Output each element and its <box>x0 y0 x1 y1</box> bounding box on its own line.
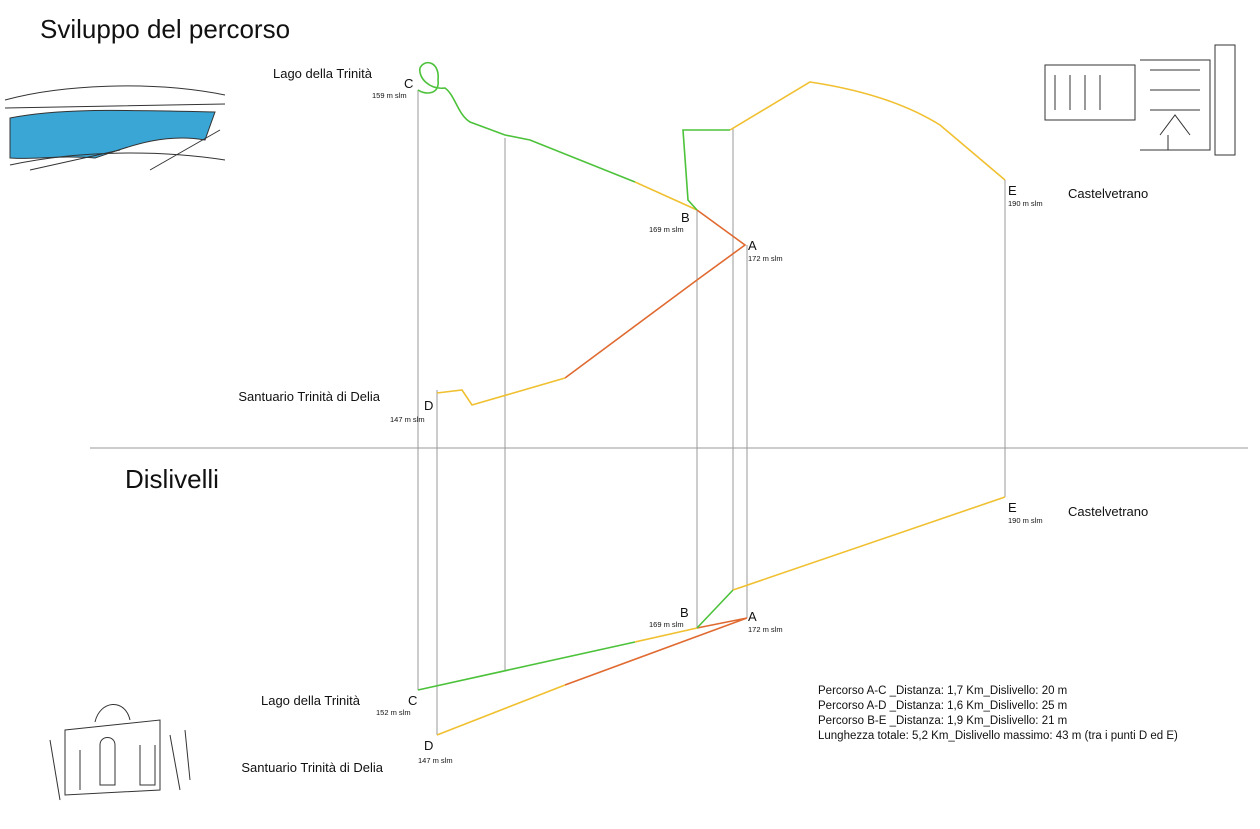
point-letter: E <box>1008 183 1017 198</box>
note-line: Percorso B-E _Distanza: 1,9 Km_Dislivell… <box>818 715 1067 727</box>
route-profile <box>417 496 1006 736</box>
place-name: Lago della Trinità <box>273 66 373 81</box>
point-elevation: 169 m slm <box>649 225 684 234</box>
point-letter: D <box>424 398 433 413</box>
place-name: Castelvetrano <box>1068 504 1148 519</box>
place-name: Castelvetrano <box>1068 186 1148 201</box>
point-letter: E <box>1008 500 1017 515</box>
point-elevation: 172 m slm <box>748 254 783 263</box>
point-elevation: 190 m slm <box>1008 516 1043 525</box>
lake-sketch <box>4 85 226 171</box>
point-letter: D <box>424 738 433 753</box>
point-elevation: 169 m slm <box>649 620 684 629</box>
point-elevation: 172 m slm <box>748 625 783 634</box>
section-title: Sviluppo del percorso <box>40 14 290 44</box>
point-elevation: 152 m slm <box>376 708 411 717</box>
point-letter: C <box>408 693 417 708</box>
note-line: Percorso A-C _Distanza: 1,7 Km_Dislivell… <box>818 685 1067 697</box>
note-line: Lunghezza totale: 5,2 Km_Dislivello mass… <box>818 730 1178 742</box>
point-letter: C <box>404 76 413 91</box>
town-sketch <box>1044 44 1236 156</box>
point-elevation: 147 m slm <box>418 756 453 765</box>
route-plan <box>417 61 1006 406</box>
place-name: Lago della Trinità <box>261 693 361 708</box>
point-letter: B <box>681 210 690 225</box>
section-title: Dislivelli <box>125 464 219 494</box>
point-letter: A <box>748 609 757 624</box>
point-letter: B <box>680 605 689 620</box>
church-sketch <box>49 704 191 801</box>
point-letter: A <box>748 238 757 253</box>
point-elevation: 190 m slm <box>1008 199 1043 208</box>
place-name: Santuario Trinità di Delia <box>241 760 383 775</box>
verticals <box>417 90 1006 735</box>
point-elevation: 147 m slm <box>390 415 425 424</box>
place-name: Santuario Trinità di Delia <box>238 389 380 404</box>
note-line: Percorso A-D _Distanza: 1,6 Km_Dislivell… <box>818 700 1067 712</box>
point-elevation: 159 m slm <box>372 91 407 100</box>
